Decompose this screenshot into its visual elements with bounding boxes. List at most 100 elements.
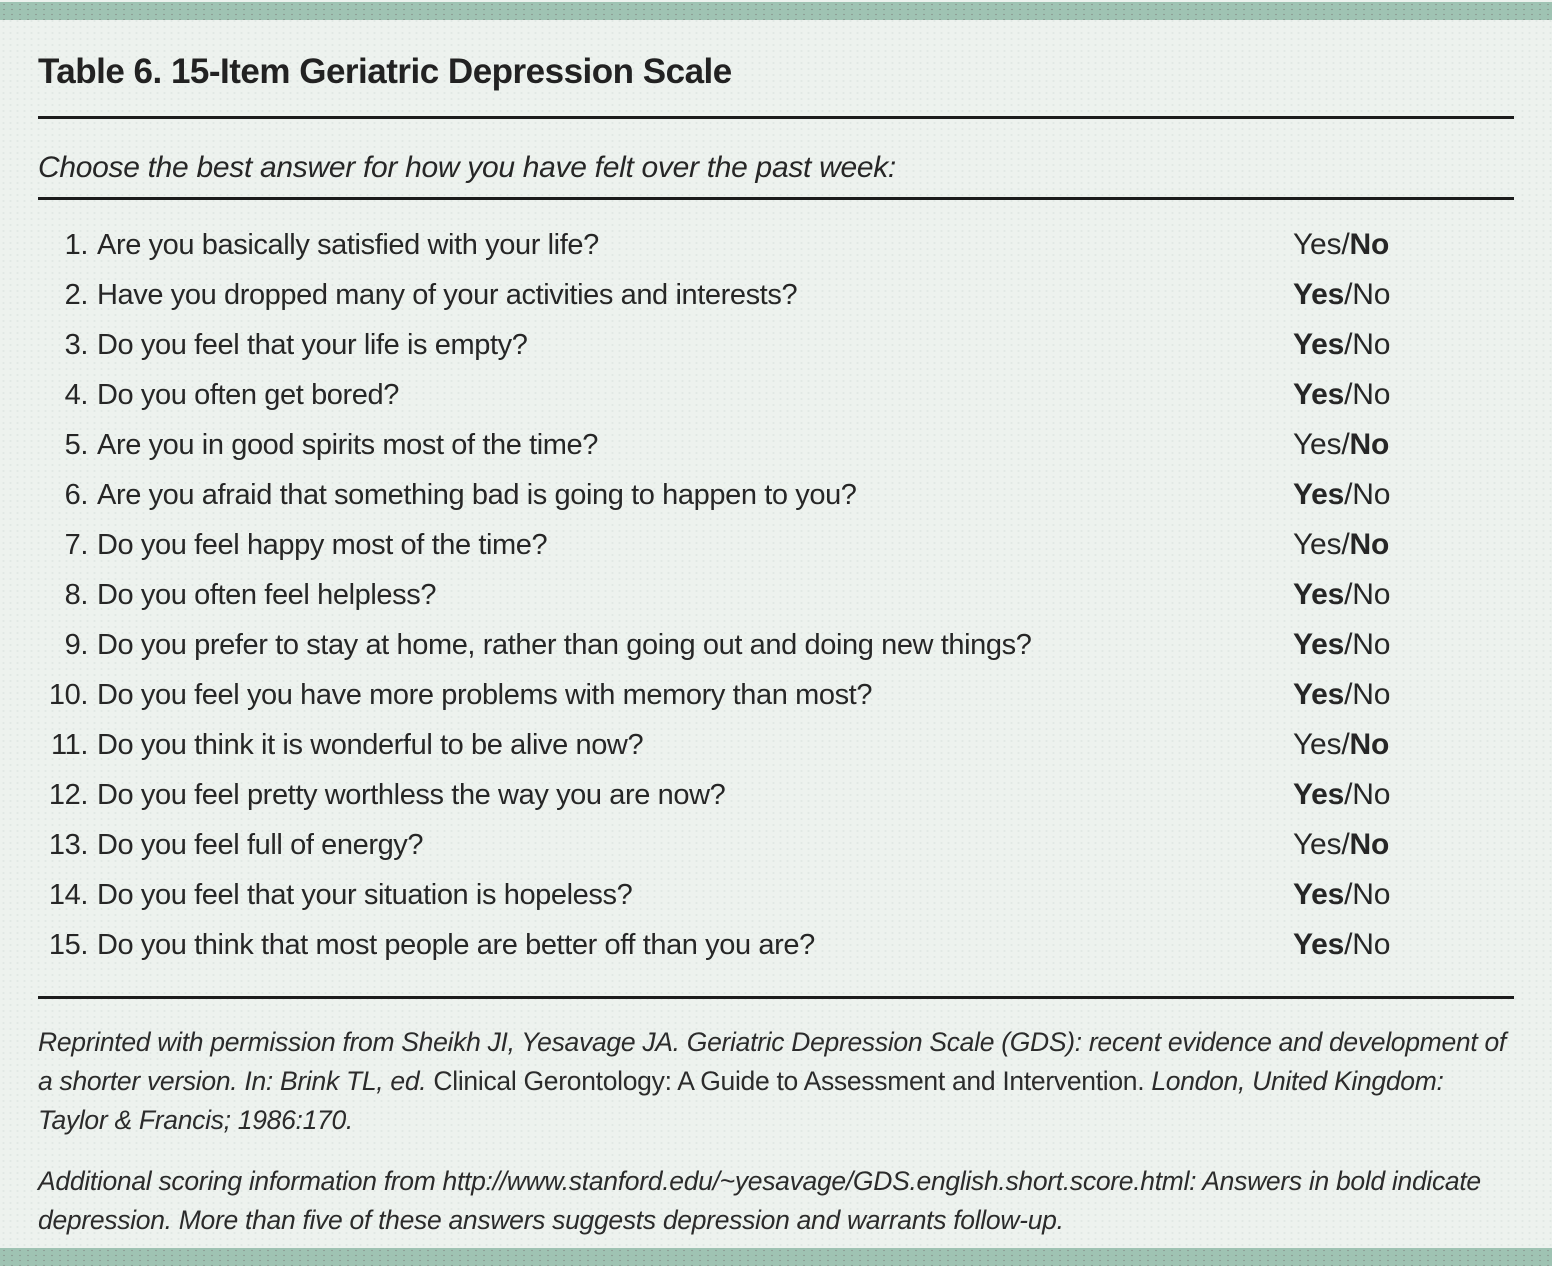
question-number: 13. [48, 828, 89, 861]
answer-option-no: No [1349, 728, 1390, 761]
question-text: Are you basically satisfied with your li… [97, 228, 599, 261]
answer-option-yes: Yes [1293, 278, 1345, 311]
answer-options: Yes/No [1293, 278, 1391, 311]
question-text: Do you feel that your situation is hopel… [97, 878, 633, 911]
instruction-text: Choose the best answer for how you have … [38, 151, 896, 184]
question-text: Do you feel pretty worthless the way you… [97, 778, 726, 811]
answer-options: Yes/No [1293, 728, 1390, 761]
answer-options: Yes/No [1293, 378, 1391, 411]
answer-option-yes: Yes [1293, 428, 1342, 461]
question-row: 7. Do you feel happy most of the time? Yes… [38, 520, 1514, 570]
question-row: 3. Do you feel that your life is empty? Ye… [38, 320, 1514, 370]
answer-option-no: No [1352, 578, 1391, 611]
answer-options: Yes/No [1293, 628, 1391, 661]
answer-option-no: No [1352, 678, 1391, 711]
answer-options: Yes/No [1293, 328, 1391, 361]
answer-option-yes: Yes [1293, 928, 1345, 961]
question-row: 13. Do you feel full of energy? Yes/No [38, 820, 1514, 870]
divider-under-instruction [38, 197, 1514, 200]
answer-options: Yes/No [1293, 578, 1391, 611]
footnote-segment: Reprinted with permission from Sheikh JI… [38, 1027, 1506, 1096]
answer-option-yes: Yes [1293, 578, 1345, 611]
footnotes: Reprinted with permission from Sheikh JI… [38, 1023, 1514, 1240]
question-text: Do you prefer to stay at home, rather th… [97, 628, 1032, 661]
answer-option-yes: Yes [1293, 378, 1345, 411]
question-text: Do you feel full of energy? [97, 828, 424, 861]
question-number: 10. [48, 678, 89, 711]
answer-options: Yes/No [1293, 228, 1390, 261]
answer-option-yes: Yes [1293, 778, 1345, 811]
question-text: Are you in good spirits most of the time… [97, 428, 599, 461]
question-row: 15. Do you think that most people are bet… [38, 920, 1514, 970]
question-row: 14. Do you feel that your situation is ho… [38, 870, 1514, 920]
footnote-segment: Additional scoring information from http… [38, 1166, 1481, 1235]
answer-option-no: No [1352, 628, 1391, 661]
answer-option-no: No [1349, 528, 1390, 561]
question-text: Do you think it is wonderful to be alive… [97, 728, 644, 761]
question-row: 8. Do you often feel helpless? Yes/No [38, 570, 1514, 620]
footnote: Additional scoring information from http… [38, 1162, 1514, 1240]
answer-option-yes: Yes [1293, 228, 1342, 261]
question-row: 1. Are you basically satisfied with your … [38, 220, 1514, 270]
question-text: Do you feel happy most of the time? [97, 528, 548, 561]
question-number: 9. [64, 628, 89, 661]
question-text: Do you feel you have more problems with … [97, 678, 873, 711]
answer-option-no: No [1352, 878, 1391, 911]
answer-options: Yes/No [1293, 928, 1391, 961]
answer-option-no: No [1352, 928, 1391, 961]
answer-option-no: No [1352, 778, 1391, 811]
footnote-segment: London, United Kingdom: Taylor & Francis… [38, 1066, 1444, 1135]
answer-option-no: No [1349, 228, 1390, 261]
question-number: 8. [64, 578, 89, 611]
question-text: Do you feel that your life is empty? [97, 328, 528, 361]
answer-option-no: No [1352, 278, 1391, 311]
question-number: 7. [64, 528, 89, 561]
question-text: Have you dropped many of your activities… [97, 278, 798, 311]
answer-option-yes: Yes [1293, 478, 1345, 511]
answer-option-no: No [1352, 378, 1391, 411]
question-number: 11. [51, 728, 88, 761]
question-number: 2. [64, 278, 89, 311]
answer-options: Yes/No [1293, 478, 1391, 511]
answer-options: Yes/No [1293, 828, 1390, 861]
question-text: Do you often get bored? [97, 378, 399, 411]
answer-option-yes: Yes [1293, 878, 1345, 911]
question-number: 12. [48, 778, 89, 811]
question-number: 15. [48, 928, 89, 961]
answer-options: Yes/No [1293, 528, 1390, 561]
divider-under-title [38, 116, 1514, 119]
question-row: 6. Are you afraid that something bad is g… [38, 470, 1514, 520]
answer-option-no: No [1349, 828, 1390, 861]
answer-option-yes: Yes [1293, 728, 1342, 761]
question-number: 4. [64, 378, 89, 411]
table-content: Table 6. 15-Item Geriatric Depression Sc… [38, 20, 1514, 1262]
answer-option-yes: Yes [1293, 328, 1345, 361]
answer-options: Yes/No [1293, 878, 1391, 911]
question-row: 12. Do you feel pretty worthless the way … [38, 770, 1514, 820]
top-accent-bar [0, 2, 1552, 20]
answer-option-no: No [1352, 478, 1391, 511]
answer-options: Yes/No [1293, 778, 1391, 811]
bottom-accent-bar [0, 1248, 1552, 1266]
question-text: Are you afraid that something bad is goi… [97, 478, 857, 511]
answer-option-yes: Yes [1293, 828, 1342, 861]
question-text: Do you often feel helpless? [97, 578, 437, 611]
question-row: 5. Are you in good spirits most of the ti… [38, 420, 1514, 470]
answer-options: Yes/No [1293, 428, 1390, 461]
question-row: 11. Do you think it is wonderful to be al… [38, 720, 1514, 770]
question-row: 10. Do you feel you have more problems wi… [38, 670, 1514, 720]
question-number: 1. [64, 228, 89, 261]
footnote-segment: Clinical Gerontology: A Guide to Assessm… [433, 1066, 1145, 1096]
answer-option-yes: Yes [1293, 628, 1345, 661]
question-number: 5. [64, 428, 89, 461]
question-number: 3. [64, 328, 89, 361]
question-list: 1. Are you basically satisfied with your … [38, 200, 1514, 982]
table-title: Table 6. 15-Item Geriatric Depression Sc… [38, 52, 732, 91]
question-row: 2. Have you dropped many of your activiti… [38, 270, 1514, 320]
footnote: Reprinted with permission from Sheikh JI… [38, 1023, 1514, 1140]
question-text: Do you think that most people are better… [97, 928, 815, 961]
question-row: 4. Do you often get bored? Yes/No [38, 370, 1514, 420]
answer-option-no: No [1352, 328, 1391, 361]
answer-options: Yes/No [1293, 678, 1391, 711]
